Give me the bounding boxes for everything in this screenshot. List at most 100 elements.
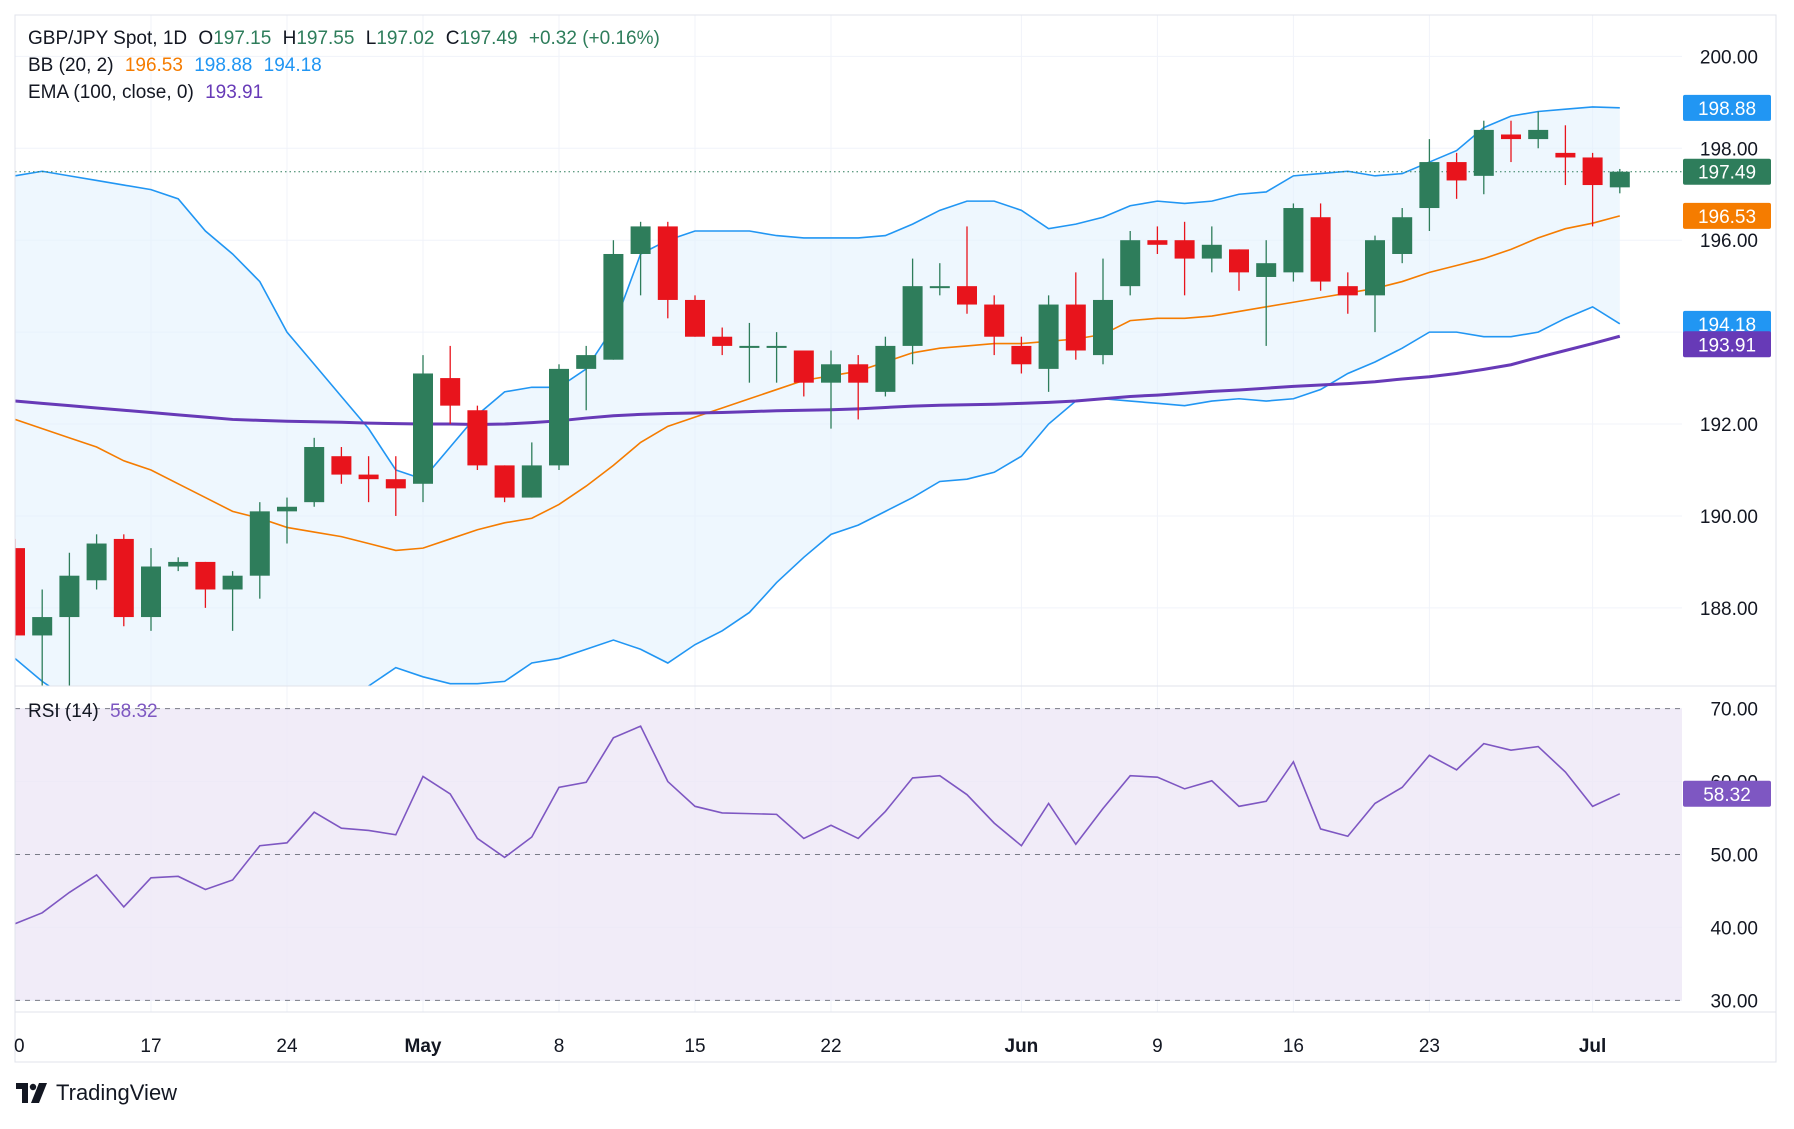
candle bbox=[712, 327, 733, 356]
candle bbox=[630, 221, 651, 296]
time-tick-label: 9 bbox=[1152, 1036, 1163, 1057]
time-tick-label: 17 bbox=[140, 1036, 161, 1057]
legend-open-value: 197.15 bbox=[213, 28, 272, 49]
candle bbox=[875, 336, 896, 397]
candle bbox=[1365, 235, 1385, 333]
candle-body bbox=[1609, 171, 1630, 188]
candle bbox=[1392, 208, 1413, 264]
bollinger-band-area bbox=[15, 106, 1620, 686]
rsi-tick-label: 40.00 bbox=[1710, 918, 1758, 939]
candle-body bbox=[1528, 129, 1549, 140]
candle-body bbox=[141, 566, 161, 618]
candle-body bbox=[413, 373, 433, 484]
price-tick-label: 200.00 bbox=[1700, 47, 1758, 68]
rsi-band-fill bbox=[15, 708, 1682, 1001]
rsi-line bbox=[15, 725, 1621, 925]
chart-border bbox=[14, 14, 1777, 1063]
candle bbox=[657, 221, 678, 319]
candle bbox=[848, 355, 869, 420]
candle bbox=[576, 345, 597, 411]
legend-bb-label: BB (20, 2) bbox=[28, 55, 114, 76]
badge-bb-lower: 194.18 bbox=[1683, 310, 1771, 337]
candle bbox=[277, 497, 297, 544]
badge-bb-upper-text: 198.88 bbox=[1698, 99, 1756, 120]
rsi-tick-label: 30.00 bbox=[1710, 991, 1758, 1012]
time-tick-label: Jun bbox=[1005, 1036, 1039, 1057]
price-tick-label: 198.00 bbox=[1700, 139, 1758, 160]
candle bbox=[385, 456, 406, 516]
candle-body bbox=[1011, 345, 1032, 365]
candle-body bbox=[1501, 134, 1521, 140]
candle-body bbox=[304, 447, 325, 503]
pane-frame bbox=[14, 14, 1777, 1063]
candle bbox=[1201, 226, 1222, 273]
candle-body bbox=[1365, 240, 1385, 296]
time-axis[interactable]: 0 17 24 May 8 15 22 Jun 9 16 23 Jul bbox=[14, 1036, 1606, 1057]
legend-ema-label: EMA (100, close, 0) bbox=[28, 82, 194, 103]
candle-body bbox=[630, 226, 651, 254]
candle-body bbox=[195, 561, 216, 590]
candle bbox=[902, 258, 923, 365]
legend-ema[interactable]: EMA (100, close, 0) 193.91 bbox=[28, 82, 269, 104]
candle bbox=[331, 447, 352, 484]
candle-body bbox=[521, 465, 542, 498]
candle bbox=[1065, 272, 1086, 360]
candle-body bbox=[984, 304, 1005, 337]
badge-ema: 193.91 bbox=[1683, 331, 1771, 358]
candle bbox=[195, 561, 216, 608]
time-tick-label: 15 bbox=[684, 1036, 705, 1057]
legend-bb-basis: 196.53 bbox=[124, 55, 183, 76]
candle bbox=[821, 350, 841, 429]
candle bbox=[440, 345, 461, 425]
candle bbox=[304, 437, 325, 507]
candlestick-series bbox=[15, 111, 1630, 686]
legend-rsi[interactable]: RSI (14) 58.32 bbox=[28, 701, 164, 723]
candle bbox=[1555, 125, 1576, 186]
candle bbox=[1011, 336, 1032, 374]
candle bbox=[1174, 221, 1195, 296]
candle bbox=[1419, 139, 1440, 232]
candle-body bbox=[86, 543, 107, 581]
candle bbox=[494, 465, 515, 503]
candle-body bbox=[1174, 240, 1195, 259]
legend-bb-upper: 198.88 bbox=[194, 55, 253, 76]
tradingview-brand[interactable]: TradingView bbox=[16, 1080, 177, 1106]
badge-bb-basis-box bbox=[1683, 202, 1771, 229]
candle bbox=[929, 263, 950, 296]
candle-body bbox=[32, 617, 53, 636]
legend-ema-value: 193.91 bbox=[205, 82, 264, 103]
time-tick-label: May bbox=[405, 1036, 442, 1057]
candle-body bbox=[1446, 162, 1467, 181]
legend-bb-lower: 194.18 bbox=[263, 55, 322, 76]
candle bbox=[1038, 295, 1059, 392]
candle bbox=[1582, 152, 1603, 227]
candle-body bbox=[494, 465, 515, 498]
brand-name: TradingView bbox=[56, 1080, 178, 1105]
candle bbox=[1283, 203, 1304, 282]
legend-high-value: 197.55 bbox=[296, 28, 355, 49]
candle-body bbox=[712, 336, 733, 346]
candle bbox=[1528, 111, 1549, 149]
candle bbox=[113, 534, 134, 627]
candle-body bbox=[1310, 217, 1331, 282]
candle bbox=[467, 405, 488, 470]
candle bbox=[793, 350, 814, 397]
candle-body bbox=[1473, 129, 1494, 176]
candle-body bbox=[1555, 152, 1576, 158]
badge-last-price: 197.49 bbox=[1683, 158, 1771, 185]
badge-bb-lower-text: 194.18 bbox=[1698, 315, 1756, 336]
badge-bb-basis-text: 196.53 bbox=[1698, 207, 1756, 228]
badge-rsi-box bbox=[1683, 780, 1771, 807]
candle-body bbox=[576, 355, 597, 369]
legend-bollinger[interactable]: BB (20, 2) 196.53 198.88 194.18 bbox=[28, 55, 328, 77]
legend-open-label: O bbox=[198, 28, 214, 49]
candle-body bbox=[331, 456, 352, 475]
legend-high-label: H bbox=[282, 28, 297, 49]
legend-price[interactable]: GBP/JPY Spot, 1D O197.15 H197.55 L197.02… bbox=[28, 28, 666, 50]
candle-body bbox=[821, 364, 841, 383]
candle bbox=[1147, 226, 1168, 254]
candle-body bbox=[848, 364, 869, 383]
